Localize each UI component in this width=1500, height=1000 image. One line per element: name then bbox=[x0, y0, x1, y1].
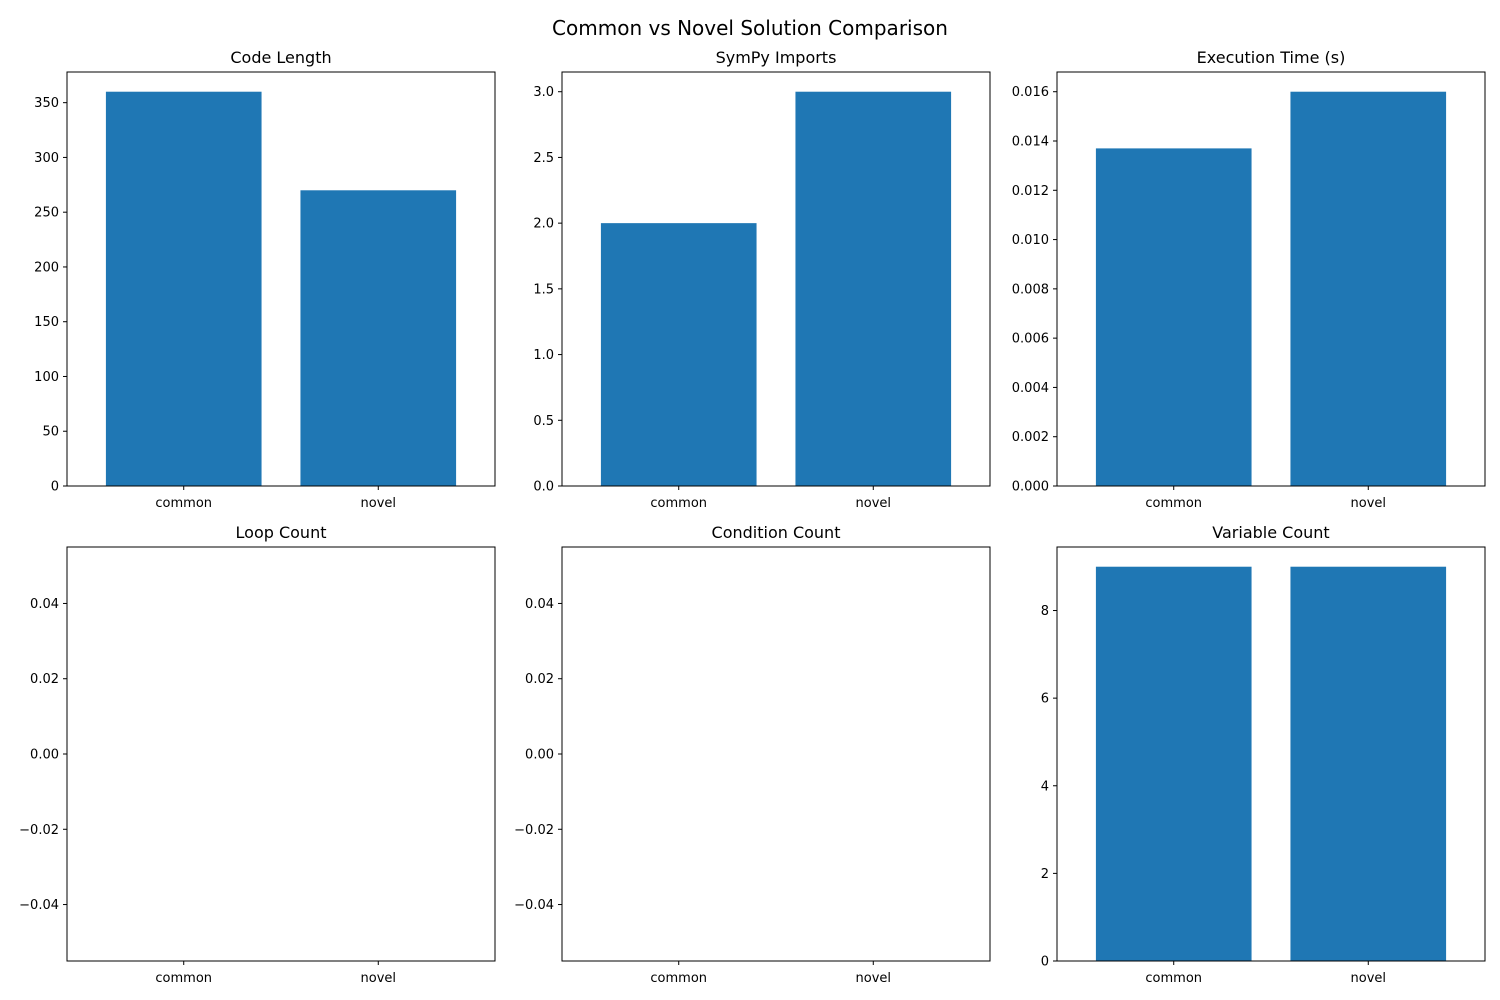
y-tick-label: −0.04 bbox=[19, 898, 59, 913]
subplots: Code Length 0 50 100 150 200 250 300 350 common no… bbox=[19, 48, 1486, 986]
y-tick-label: 2 bbox=[1041, 867, 1049, 882]
bar-novel bbox=[1290, 566, 1447, 961]
axes-frame bbox=[66, 71, 496, 487]
y-tick-label: 0.04 bbox=[30, 597, 59, 612]
x-tick-label: common bbox=[155, 971, 212, 986]
subplot-5: Condition Count −0.04 −0.02 0.00 0.02 0.04 com… bbox=[514, 523, 991, 986]
bar-novel bbox=[300, 190, 457, 487]
y-tick-label: 0.014 bbox=[1012, 135, 1049, 150]
subplot-6: Variable Count 0 2 4 6 8 common novel bbox=[1041, 523, 1486, 986]
y-tick-label: 0.010 bbox=[1012, 233, 1049, 248]
y-tick-label: 0.02 bbox=[525, 672, 554, 687]
subplot-3: Execution Time (s) 0.000 0.002 0.004 0.006 0.… bbox=[1012, 48, 1486, 511]
x-tick-label: common bbox=[650, 971, 707, 986]
y-tick-label: 1.5 bbox=[533, 282, 554, 297]
bar-common bbox=[1095, 566, 1252, 961]
subplot-2: SymPy Imports 0.0 0.5 1.0 1.5 2.0 2.5 3.0 common… bbox=[533, 48, 991, 511]
axes-frame bbox=[1056, 71, 1486, 487]
y-tick-label: −0.04 bbox=[514, 898, 554, 913]
y-tick-label: 0.012 bbox=[1012, 184, 1049, 199]
y-tick-label: 50 bbox=[42, 425, 59, 440]
axes-frame bbox=[561, 71, 991, 487]
subplot-4: Loop Count −0.04 −0.02 0.00 0.02 0.04 common no… bbox=[19, 523, 496, 986]
subplot-title: Condition Count bbox=[712, 523, 841, 542]
y-tick-label: 0.008 bbox=[1012, 282, 1049, 297]
y-tick-label: 250 bbox=[34, 206, 59, 221]
y-tick-label: 2.0 bbox=[533, 217, 554, 232]
y-tick-label: 0.016 bbox=[1012, 85, 1049, 100]
y-tick-label: 0.002 bbox=[1012, 430, 1049, 445]
bar-novel bbox=[1290, 91, 1447, 487]
bar-novel bbox=[795, 91, 952, 487]
y-tick-label: 0.004 bbox=[1012, 381, 1049, 396]
y-tick-label: 0.04 bbox=[525, 597, 554, 612]
axes-frame bbox=[1056, 546, 1486, 962]
y-tick-label: 4 bbox=[1041, 779, 1049, 794]
y-tick-label: 6 bbox=[1041, 692, 1049, 707]
bar-common bbox=[600, 223, 757, 486]
subplot-title: Loop Count bbox=[236, 523, 327, 542]
y-tick-label: 0.00 bbox=[30, 748, 59, 763]
y-tick-label: 100 bbox=[34, 370, 59, 385]
x-tick-label: novel bbox=[856, 971, 892, 986]
x-tick-label: novel bbox=[361, 971, 397, 986]
y-tick-label: 0.02 bbox=[30, 672, 59, 687]
y-tick-label: 0.00 bbox=[525, 748, 554, 763]
y-tick-label: 0 bbox=[1041, 955, 1049, 970]
subplot-title: SymPy Imports bbox=[716, 48, 837, 67]
y-tick-label: 2.5 bbox=[533, 151, 554, 166]
y-tick-label: 0.5 bbox=[533, 414, 554, 429]
y-tick-label: 0.000 bbox=[1012, 480, 1049, 495]
subplot-title: Code Length bbox=[230, 48, 331, 67]
y-tick-label: 1.0 bbox=[533, 348, 554, 363]
y-tick-label: −0.02 bbox=[19, 823, 59, 838]
y-tick-label: 3.0 bbox=[533, 85, 554, 100]
y-tick-label: 200 bbox=[34, 260, 59, 275]
subplot-title: Variable Count bbox=[1212, 523, 1329, 542]
bar-common bbox=[105, 91, 262, 487]
y-tick-label: 8 bbox=[1041, 604, 1049, 619]
x-tick-label: common bbox=[155, 496, 212, 511]
y-tick-label: 0 bbox=[51, 480, 59, 495]
y-tick-label: 150 bbox=[34, 315, 59, 330]
x-tick-label: novel bbox=[1351, 496, 1387, 511]
x-tick-label: common bbox=[1145, 971, 1202, 986]
subplot-1: Code Length 0 50 100 150 200 250 300 350 common no… bbox=[34, 48, 496, 511]
x-tick-label: novel bbox=[856, 496, 892, 511]
y-tick-label: 0.0 bbox=[533, 480, 554, 495]
bar-common bbox=[1095, 148, 1252, 486]
y-tick-label: −0.02 bbox=[514, 823, 554, 838]
y-tick-label: 0.006 bbox=[1012, 332, 1049, 347]
x-tick-label: common bbox=[1145, 496, 1202, 511]
y-tick-label: 300 bbox=[34, 151, 59, 166]
y-tick-label: 350 bbox=[34, 96, 59, 111]
x-tick-label: common bbox=[650, 496, 707, 511]
figure-title: Common vs Novel Solution Comparison bbox=[552, 16, 948, 40]
subplot-title: Execution Time (s) bbox=[1197, 48, 1346, 67]
x-tick-label: novel bbox=[361, 496, 397, 511]
x-tick-label: novel bbox=[1351, 971, 1387, 986]
